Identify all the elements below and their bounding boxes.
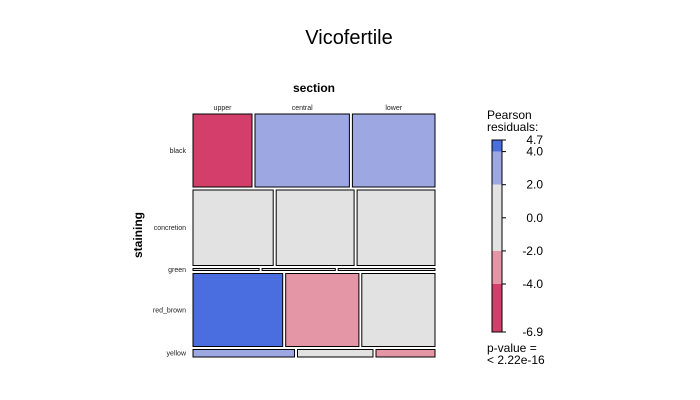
row-label-red_brown: red_brown: [153, 308, 186, 315]
legend-tick-label: 4.0: [526, 145, 543, 159]
row-label-concretion: concretion: [154, 225, 186, 232]
column-label-lower: lower: [385, 105, 402, 112]
tile-green-upper: [192, 268, 260, 271]
legend-tick-label: -2.0: [522, 244, 543, 258]
tile-green-lower: [337, 268, 436, 271]
column-label-upper: upper: [214, 105, 233, 112]
tile-green-central: [261, 268, 336, 271]
row-label-green: green: [168, 267, 186, 274]
legend-band-1: [492, 151, 502, 185]
row-label-yellow: yellow: [167, 351, 187, 358]
pvalue-value: < 2.22e-16: [487, 353, 545, 367]
y-axis-title: staining: [131, 212, 145, 258]
tile-red_brown-upper: [192, 273, 284, 347]
tile-black-upper: [192, 113, 253, 188]
legend-title-line2: residuals:: [487, 120, 538, 134]
legend-tick-label: -6.9: [522, 325, 543, 339]
legend-tick-label: 2.0: [526, 178, 543, 192]
pvalue-label: p-value =: [487, 341, 537, 355]
row-label-black: black: [170, 148, 187, 155]
legend-color-bar: [491, 139, 503, 333]
legend-band-0: [492, 140, 502, 152]
tile-yellow-central: [297, 349, 374, 358]
chart-title: Vicofertile: [305, 27, 392, 49]
tile-yellow-lower: [375, 349, 436, 358]
tile-concretion-lower: [356, 189, 436, 266]
legend-tick-label: 0.0: [526, 211, 543, 225]
legend-title-line1: Pearson: [487, 108, 532, 122]
tile-red_brown-lower: [361, 273, 436, 347]
tile-concretion-upper: [192, 189, 274, 266]
legend: Pearson residuals: 4.74.0 2.0 0.0 -2.0 -4.0 -…: [487, 108, 545, 367]
legend-band-3: [492, 250, 502, 284]
legend-tick-label: 4.7: [526, 133, 543, 147]
legend-ticks: 4.74.0 2.0 0.0 -2.0 -4.0 -6.9: [502, 133, 543, 339]
tile-yellow-upper: [192, 349, 295, 358]
tile-black-lower: [351, 113, 436, 188]
column-label-central: central: [292, 105, 313, 112]
legend-band-4: [492, 284, 502, 332]
legend-band-2: [492, 184, 502, 251]
tile-red_brown-central: [285, 273, 360, 347]
x-axis-title: section: [293, 81, 335, 95]
tile-concretion-central: [275, 189, 355, 266]
legend-tick-label: -4.0: [522, 277, 543, 291]
column-labels: upper central lower: [214, 105, 403, 112]
mosaic-tiles: [192, 113, 436, 358]
legend-bar-frame: [491, 139, 503, 333]
tile-black-central: [254, 113, 350, 188]
